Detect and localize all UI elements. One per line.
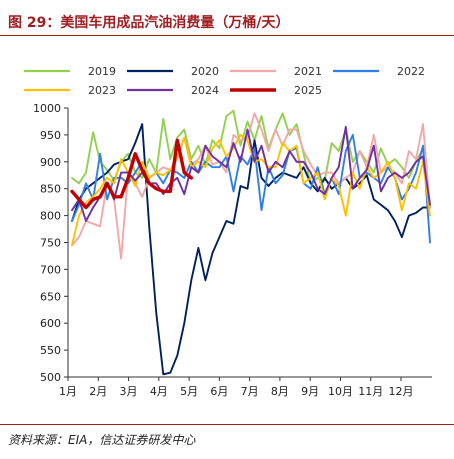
legend-item: 2019 bbox=[24, 65, 116, 78]
legend-item: 2025 bbox=[230, 84, 322, 97]
legend-label: 2024 bbox=[191, 84, 219, 97]
x-tick-label: 3月 bbox=[120, 385, 138, 398]
y-tick-label: 800 bbox=[40, 210, 61, 223]
plot-series bbox=[70, 109, 431, 376]
series-line-2024 bbox=[71, 125, 431, 222]
legend-item: 2024 bbox=[127, 84, 219, 97]
title-underline bbox=[0, 35, 454, 36]
x-axis: 1月 2月 3月 4月 5月 6月 7月 8月 9月 10月 11月 12月 bbox=[59, 376, 432, 398]
legend-label: 2023 bbox=[88, 84, 116, 97]
legend-label: 2025 bbox=[294, 84, 322, 97]
y-tick-label: 650 bbox=[40, 290, 61, 303]
y-tick-label: 850 bbox=[40, 183, 61, 196]
legend-item: 2022 bbox=[333, 65, 425, 78]
y-tick-label: 950 bbox=[40, 129, 61, 142]
y-tick-label: 700 bbox=[40, 263, 61, 276]
x-tick-label: 11月 bbox=[358, 385, 383, 398]
x-tick-label: 9月 bbox=[301, 385, 319, 398]
legend: 2019 2020 2021 2022 2023 2024 2025 bbox=[24, 65, 425, 97]
legend-label: 2021 bbox=[294, 65, 322, 78]
x-tick-label: 1月 bbox=[59, 385, 77, 398]
source-note: 资料来源：EIA，信达证券研发中心 bbox=[8, 433, 196, 447]
source-divider bbox=[0, 424, 454, 425]
y-tick-label: 900 bbox=[40, 156, 61, 169]
y-tick-label: 550 bbox=[40, 344, 61, 357]
x-tick-label: 8月 bbox=[271, 385, 289, 398]
series-line-2023 bbox=[71, 133, 431, 247]
y-axis: 1000 950 900 850 800 750 700 650 600 550 500 bbox=[33, 102, 69, 384]
y-tick-label: 500 bbox=[40, 371, 61, 384]
legend-label: 2019 bbox=[88, 65, 116, 78]
y-tick-label: 1000 bbox=[33, 102, 61, 115]
legend-item: 2020 bbox=[127, 65, 219, 78]
x-tick-label: 5月 bbox=[180, 385, 198, 398]
figure-title: 图 29：美国车用成品汽油消费量（万桶/天） bbox=[8, 15, 290, 31]
legend-label: 2020 bbox=[191, 65, 219, 78]
series-line-2020 bbox=[71, 123, 431, 376]
x-tick-label: 2月 bbox=[89, 385, 107, 398]
legend-item: 2021 bbox=[230, 65, 322, 78]
x-tick-label: 12月 bbox=[389, 385, 414, 398]
y-tick-label: 600 bbox=[40, 317, 61, 330]
x-tick-label: 4月 bbox=[150, 385, 168, 398]
legend-item: 2023 bbox=[24, 84, 116, 97]
x-tick-label: 10月 bbox=[328, 385, 353, 398]
y-tick-label: 750 bbox=[40, 237, 61, 250]
series-line-2025 bbox=[70, 138, 193, 210]
x-tick-label: 6月 bbox=[210, 385, 228, 398]
x-tick-label: 7月 bbox=[241, 385, 259, 398]
legend-label: 2022 bbox=[397, 65, 425, 78]
